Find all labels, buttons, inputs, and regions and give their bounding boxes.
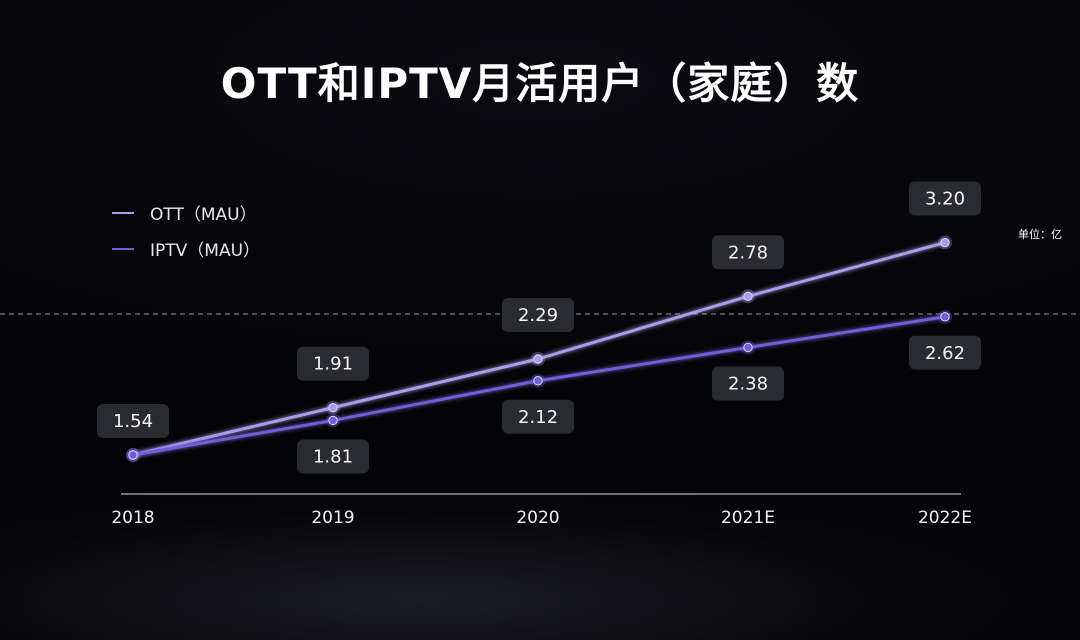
data-label-text-0-2: 2.29 (518, 305, 558, 326)
x-tick-label-2019: 2019 (311, 508, 354, 528)
data-label-0-2: 2.29 (502, 298, 574, 332)
data-point-0-4 (940, 237, 950, 248)
data-label-text-1-2: 2.12 (518, 407, 558, 428)
data-label-box-0-0 (97, 404, 169, 438)
data-label-box-1-2 (502, 399, 574, 434)
data-label-text-1-4: 2.62 (925, 343, 965, 364)
data-label-box-0-4 (909, 181, 981, 216)
data-label-0-4: 3.20 (909, 181, 981, 216)
data-label-text-0-0: 1.54 (113, 411, 153, 432)
unit-label: 单位：亿 (1018, 228, 1062, 241)
data-label-0-1: 1.91 (297, 346, 369, 381)
chart-title: OTT和IPTV月活用户（家庭）数 (220, 59, 860, 108)
data-label-0-0: 1.54 (97, 404, 169, 438)
data-point-1-4 (940, 312, 950, 322)
data-label-text-0-1: 1.91 (313, 354, 353, 375)
data-point-0-1 (328, 402, 338, 413)
x-tick-label-2018: 2018 (111, 508, 154, 528)
legend-swatch-iptv (112, 247, 134, 250)
x-tick-label-2021E: 2021E (721, 508, 775, 528)
data-label-1-2: 2.12 (502, 399, 574, 434)
data-label-1-3: 2.38 (712, 366, 784, 401)
legend-label-ott: OTT（MAU） (150, 205, 257, 225)
data-point-0-2 (533, 354, 543, 364)
data-label-1-1: 1.81 (297, 439, 369, 474)
data-label-box-0-1 (297, 346, 369, 381)
data-label-box-1-4 (909, 335, 981, 370)
data-point-1-2 (533, 376, 543, 386)
data-label-text-1-1: 1.81 (313, 446, 353, 467)
data-point-0-3 (743, 291, 753, 301)
data-label-text-1-3: 2.38 (728, 373, 768, 394)
data-point-1-3 (743, 342, 753, 353)
data-label-box-0-3 (712, 235, 784, 270)
data-label-box-0-2 (502, 298, 574, 332)
data-label-box-1-1 (297, 439, 369, 474)
legend-item-iptv: IPTV（MAU） (112, 236, 260, 261)
x-tick-label-2022E: 2022E (918, 508, 972, 528)
data-label-box-1-3 (712, 366, 784, 401)
x-tick-label-2020: 2020 (516, 508, 559, 528)
data-point-1-0 (128, 450, 138, 460)
legend-swatch-ott (112, 211, 134, 214)
data-point-1-1 (328, 415, 338, 426)
data-label-1-4: 2.62 (909, 335, 981, 370)
data-label-text-0-3: 2.78 (728, 242, 768, 263)
legend-label-iptv: IPTV（MAU） (150, 241, 261, 261)
data-label-0-3: 2.78 (712, 235, 784, 270)
legend-item-ott: OTT（MAU） (112, 200, 257, 225)
data-label-text-0-4: 3.20 (925, 189, 965, 210)
